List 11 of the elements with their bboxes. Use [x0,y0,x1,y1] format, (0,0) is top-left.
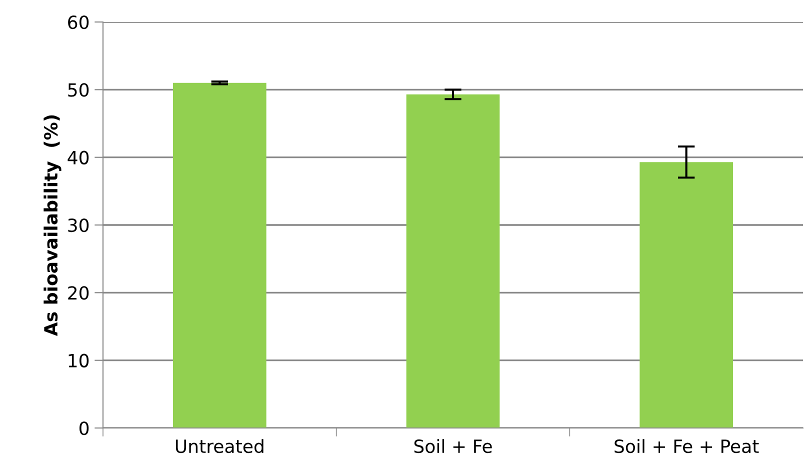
y-tick-label: 60 [68,15,89,30]
y-tick-label: 40 [68,150,89,164]
y-tick-label: 50 [68,83,89,97]
y-tick-label: 20 [68,286,89,300]
y-axis-title: As bioavailability (%) [44,115,62,336]
x-tick-label: Soil + Fe [414,439,492,454]
y-tick-label: 10 [68,354,89,368]
y-tick-label: 0 [80,421,89,436]
x-tick-label: Soil + Fe + Peat [614,439,759,454]
y-tick-label: 30 [68,218,89,232]
x-tick-label: Untreated [176,439,264,454]
